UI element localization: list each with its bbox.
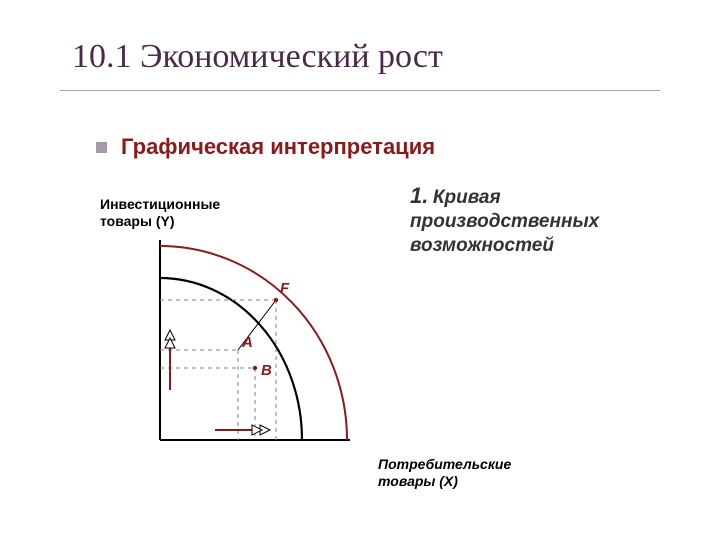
annotation-number: 1. [410, 183, 428, 208]
subtitle: Графическая интерпретация [121, 134, 435, 160]
point-label-B: B [261, 362, 272, 379]
x-axis-label: Потребительские товары (X) [378, 456, 548, 490]
title-underline [60, 90, 660, 91]
point-label-A: A [242, 334, 253, 351]
bullet-row: Графическая интерпретация [96, 134, 435, 160]
slide: 10.1 Экономический рост Графическая инте… [0, 0, 720, 540]
point-label-F: F [280, 280, 289, 297]
y-axis-label: Инвестиционные товары (Y) [100, 196, 250, 230]
annotation: 1. Кривая производственных возможностей [410, 182, 630, 257]
annotation-text: Кривая производственных возможностей [410, 187, 599, 256]
bullet-icon [96, 142, 107, 153]
page-title: 10.1 Экономический рост [72, 38, 443, 76]
